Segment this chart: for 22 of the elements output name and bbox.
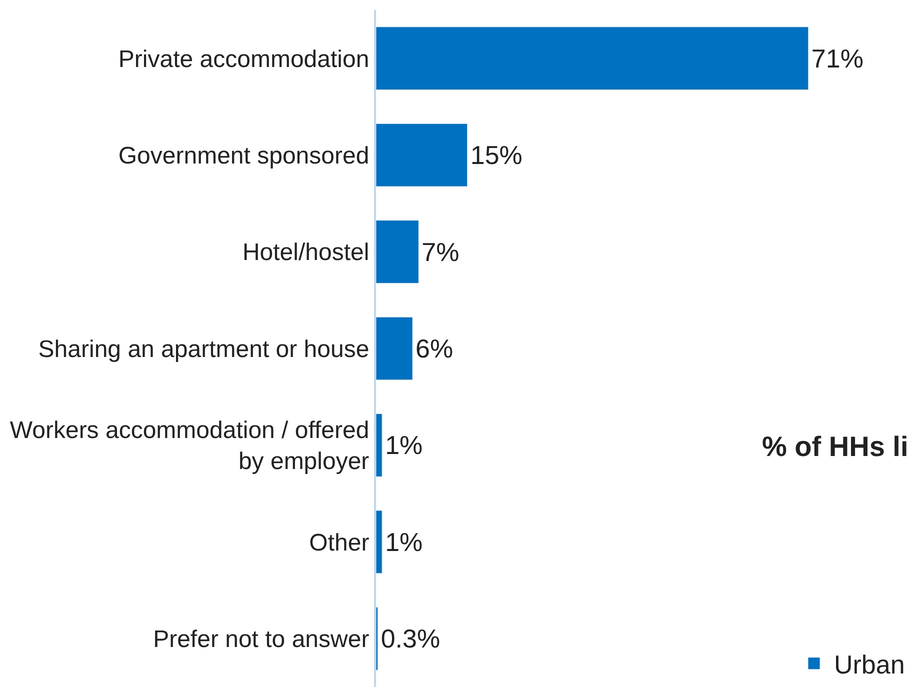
legend-label: Urban [834,650,905,680]
data-label: 0.3% [380,624,440,654]
y-tick-label: Other [309,529,370,556]
annotation: % of HHs li [762,431,908,462]
data-label: 6% [416,334,454,364]
y-tick-label: Prefer not to answer [153,626,370,654]
y-tick-label: Hotel/hostel [242,239,370,266]
data-label: 15% [470,140,522,170]
y-tick-label: Workers accommodation / offered by employer [10,417,370,476]
bar [376,123,468,187]
data-label: 7% [422,236,460,267]
bar [376,26,809,90]
y-tick-label: Sharing an apartment or house [38,336,370,363]
bar [376,510,382,574]
y-tick-label: Government sponsored [118,142,370,170]
bar [376,316,413,380]
data-label: 1% [385,526,423,557]
y-tick-label: Private accommodation [118,46,370,73]
data-label: 1% [385,430,423,460]
data-label: 71% [811,43,864,74]
bar [376,414,382,477]
bar [376,220,419,284]
